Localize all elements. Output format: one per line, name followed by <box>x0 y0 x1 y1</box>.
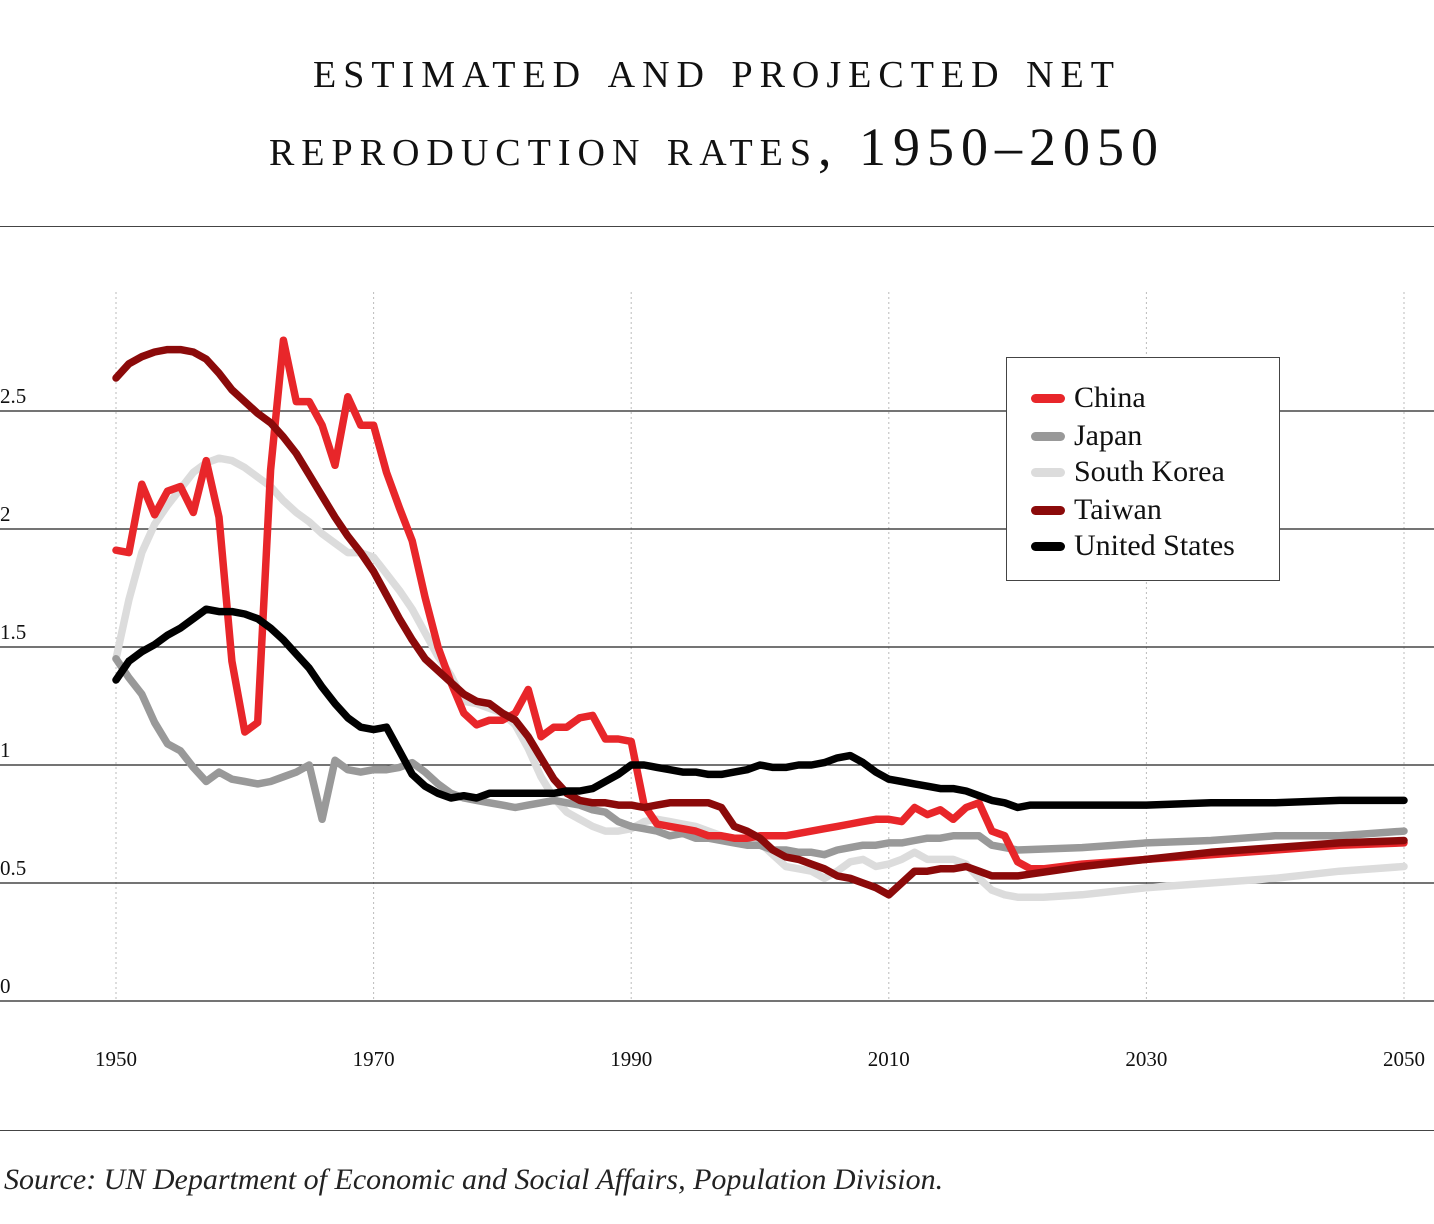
series-line-japan <box>112 655 1408 859</box>
legend-label-taiwan: Taiwan <box>1074 493 1162 526</box>
x-tick-label-2050: 2050 <box>1383 1047 1425 1071</box>
x-tick-label-2030: 2030 <box>1125 1047 1167 1071</box>
y-tick-label-2: 2 <box>0 502 11 526</box>
source-note: Source: UN Department of Economic and So… <box>4 1163 944 1196</box>
legend-swatch-united-states <box>1031 541 1065 551</box>
x-tick-label-1990: 1990 <box>610 1047 652 1071</box>
y-tick-label-1-5: 1.5 <box>0 620 26 644</box>
x-tick-label-1970: 1970 <box>353 1047 395 1071</box>
legend-swatch-japan <box>1031 431 1065 441</box>
chart-title: ESTIMATED AND PROJECTED NET REPRODUCTION… <box>0 30 1434 186</box>
legend-label-japan: Japan <box>1074 419 1143 452</box>
tick-label-layer: 1950 1970 1990 2010 2030 2050 0 0.5 1 1.5 2 2.5 <box>0 384 1425 1071</box>
legend-swatch-taiwan <box>1031 505 1065 515</box>
x-tick-label-1950: 1950 <box>95 1047 137 1071</box>
chart-title-line2: REPRODUCTION RATES, 1950–2050 <box>268 117 1166 177</box>
series-line-taiwan <box>112 345 1408 899</box>
y-tick-label-0-5: 0.5 <box>0 856 26 880</box>
chart-title-line1: ESTIMATED AND PROJECTED NET <box>313 39 1121 99</box>
series-layer <box>112 336 1408 901</box>
series-line-south-korea <box>112 454 1408 901</box>
legend-label-south-korea: South Korea <box>1074 455 1225 488</box>
legend-item-taiwan: Taiwan <box>1031 492 1162 528</box>
legend-swatch-south-korea <box>1031 467 1065 477</box>
y-tick-label-1: 1 <box>0 738 11 762</box>
y-tick-label-0: 0 <box>0 974 11 998</box>
legend-item-united-states: United States <box>1031 528 1235 564</box>
legend-label-united-states: United States <box>1074 529 1235 562</box>
legend-item-japan: Japan <box>1031 418 1142 454</box>
series-line-united-states <box>112 605 1408 812</box>
legend-item-china: China <box>1031 380 1146 416</box>
legend-swatch-china <box>1031 393 1065 403</box>
chart-legend: China Japan South Korea Taiwan United States <box>1006 357 1280 581</box>
legend-label-china: China <box>1074 381 1146 414</box>
x-tick-label-2010: 2010 <box>868 1047 910 1071</box>
series-line-china <box>112 336 1408 873</box>
bottom-rule <box>0 1130 1434 1131</box>
legend-item-south-korea: South Korea <box>1031 454 1225 490</box>
y-tick-label-2-5: 2.5 <box>0 384 26 408</box>
top-rule <box>0 226 1434 227</box>
